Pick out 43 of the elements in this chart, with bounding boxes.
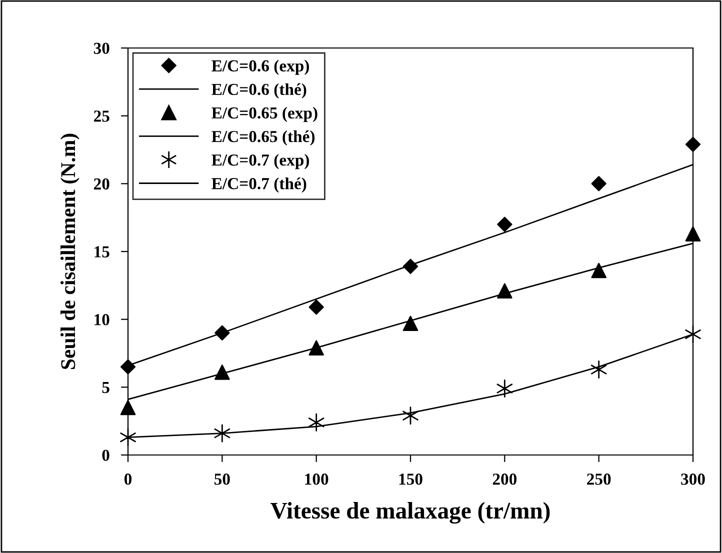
x-tick-label: 300	[681, 474, 705, 485]
point	[214, 364, 230, 380]
y-tick-label: 20	[94, 178, 110, 190]
legend-label: E/C=0.65 (thé)	[212, 130, 315, 146]
legend-label: E/C=0.6 (exp)	[212, 60, 309, 75]
point	[402, 258, 418, 274]
x-tick-label: 0	[124, 474, 132, 485]
point	[590, 360, 607, 379]
point	[308, 413, 324, 432]
point	[308, 300, 324, 315]
point	[308, 340, 324, 356]
legend-label: E/C=0.7 (thé)	[212, 178, 306, 193]
legend-label: E/C=0.65 (exp)	[212, 106, 318, 122]
point	[214, 325, 230, 340]
point	[591, 262, 606, 278]
point	[120, 359, 136, 374]
point	[497, 216, 512, 232]
point	[685, 226, 701, 242]
legend-label: E/C=0.6 (thé)	[212, 83, 306, 98]
x-tick-label: 50	[214, 474, 230, 485]
x-axis-title: Vitesse de malaxage (tr/mn)	[270, 502, 550, 524]
point	[591, 176, 606, 192]
point	[685, 136, 701, 152]
point	[120, 400, 136, 416]
point	[497, 283, 512, 298]
point	[214, 424, 230, 442]
point	[120, 428, 136, 446]
y-tick-label: 15	[94, 246, 110, 258]
point	[685, 325, 701, 344]
y-axis-title: Seuil de cisaillement (N.m)	[60, 134, 80, 370]
legend-label: E/C=0.7 (exp)	[212, 154, 309, 170]
x-tick-label: 200	[492, 474, 517, 485]
point	[402, 406, 418, 425]
y-tick-label: 0	[102, 450, 110, 461]
x-tick-label: 150	[399, 474, 422, 485]
x-tick-label: 250	[587, 474, 611, 485]
point	[402, 316, 418, 332]
x-tick-label: 100	[305, 474, 328, 485]
point	[496, 379, 513, 398]
y-tick-label: 10	[94, 314, 110, 326]
y-tick-label: 25	[94, 110, 110, 122]
y-tick-label: 5	[102, 382, 110, 394]
y-tick-label: 30	[94, 42, 110, 54]
